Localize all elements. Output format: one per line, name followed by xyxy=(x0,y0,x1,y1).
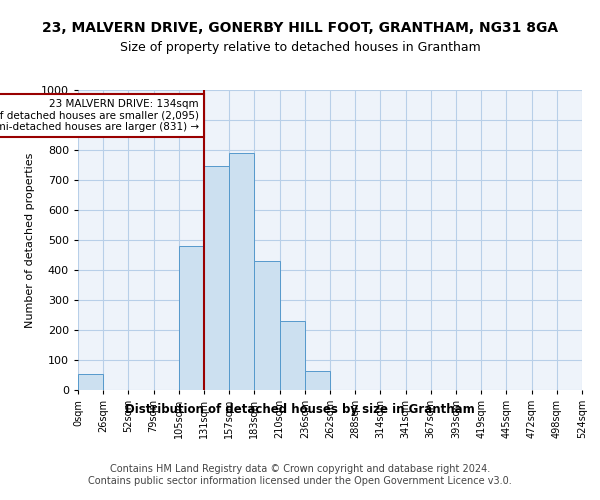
Bar xyxy=(254,261,280,390)
Bar xyxy=(305,370,330,390)
Text: Size of property relative to detached houses in Grantham: Size of property relative to detached ho… xyxy=(119,41,481,54)
Text: Contains HM Land Registry data © Crown copyright and database right 2024.
Contai: Contains HM Land Registry data © Crown c… xyxy=(88,464,512,486)
Text: 23, MALVERN DRIVE, GONERBY HILL FOOT, GRANTHAM, NG31 8GA: 23, MALVERN DRIVE, GONERBY HILL FOOT, GR… xyxy=(42,20,558,34)
Text: 23 MALVERN DRIVE: 134sqm
← 72% of detached houses are smaller (2,095)
28% of sem: 23 MALVERN DRIVE: 134sqm ← 72% of detach… xyxy=(0,99,199,132)
Bar xyxy=(229,153,254,390)
Bar xyxy=(204,166,229,390)
Bar xyxy=(280,321,305,390)
Text: Distribution of detached houses by size in Grantham: Distribution of detached houses by size … xyxy=(125,404,475,416)
Bar xyxy=(179,246,204,390)
Y-axis label: Number of detached properties: Number of detached properties xyxy=(25,152,35,328)
Bar xyxy=(78,374,103,390)
